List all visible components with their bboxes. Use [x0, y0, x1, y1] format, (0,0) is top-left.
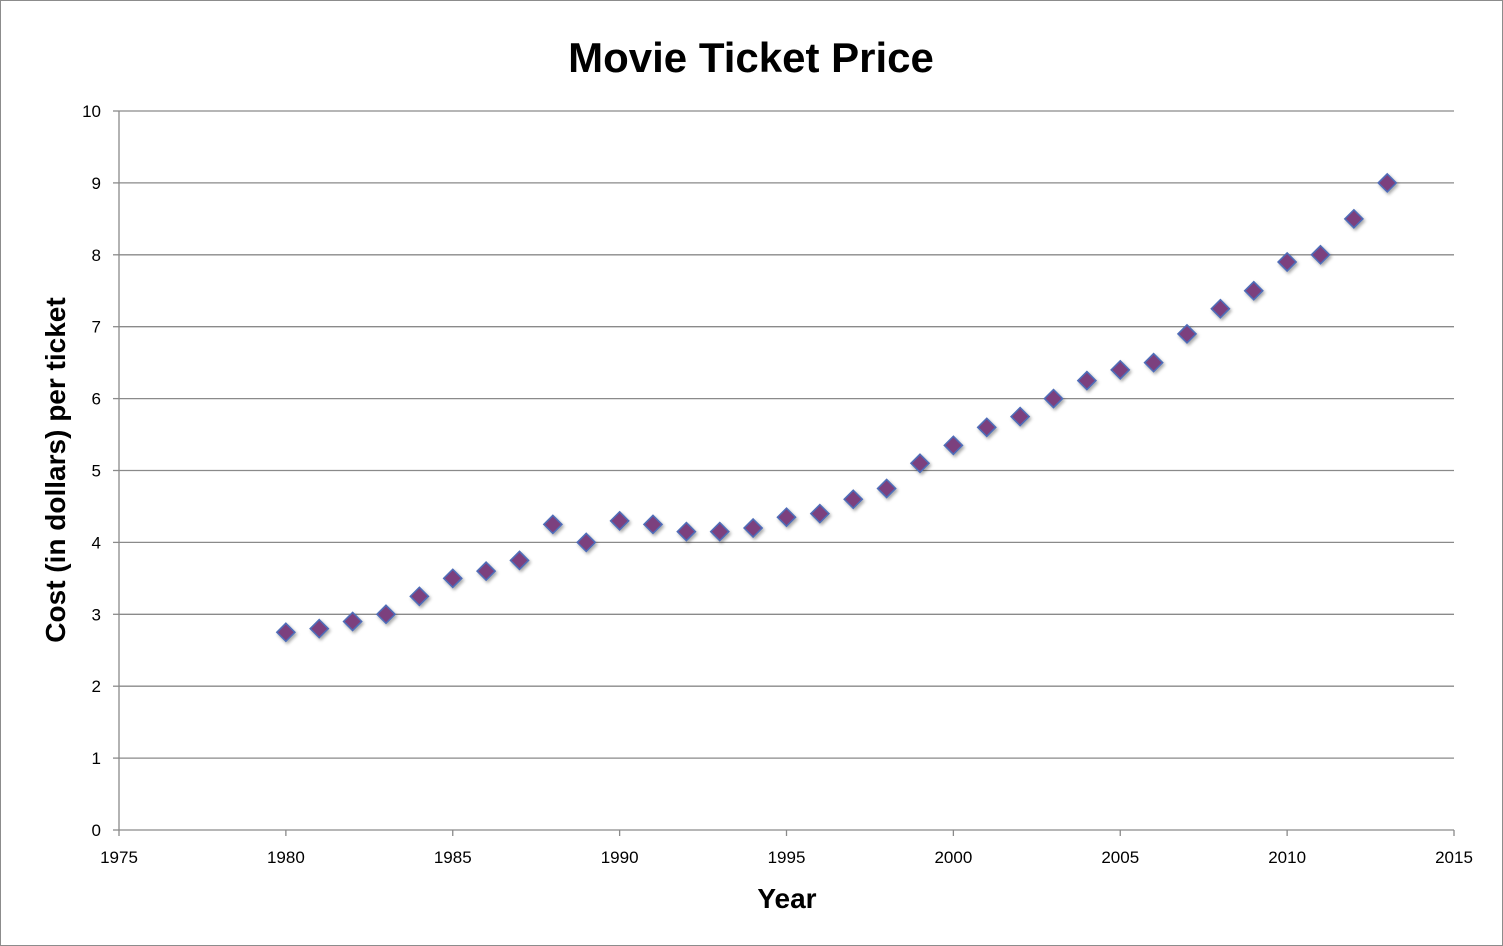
data-point: [1276, 251, 1298, 273]
data-point: [1176, 323, 1198, 345]
data-point: [1143, 352, 1164, 373]
data-point: [342, 611, 363, 632]
data-point: [475, 561, 497, 582]
data-points: [275, 172, 1398, 643]
y-tick-label: 8: [92, 246, 101, 265]
chart-title: Movie Ticket Price: [568, 34, 934, 81]
data-point: [1009, 406, 1031, 427]
data-point: [809, 503, 831, 524]
data-point: [642, 514, 664, 535]
data-point: [1110, 359, 1131, 380]
data-point: [1210, 298, 1231, 319]
y-tick-label: 9: [92, 174, 101, 193]
data-point: [676, 521, 697, 542]
data-point: [275, 622, 297, 643]
y-tick-label: 1: [92, 749, 101, 768]
y-tick-label: 7: [92, 318, 101, 337]
data-point: [409, 586, 430, 607]
y-tick-label: 10: [82, 102, 101, 121]
x-tick-label: 1980: [267, 848, 305, 867]
y-tick-label: 0: [92, 821, 101, 840]
data-point: [542, 514, 564, 535]
data-point: [509, 550, 530, 571]
x-tick-label: 2005: [1101, 848, 1139, 867]
y-tick-label: 3: [92, 605, 101, 624]
gridlines: [119, 110, 1454, 759]
data-point: [442, 568, 463, 589]
x-axis-title: Year: [757, 883, 816, 914]
data-point: [1043, 388, 1064, 409]
data-point: [309, 618, 330, 639]
y-tick-label: 5: [92, 462, 101, 481]
x-tick-label: 1990: [601, 848, 639, 867]
x-tick-label: 2000: [934, 848, 972, 867]
data-point: [576, 532, 597, 553]
data-point: [742, 517, 764, 539]
x-tick-label: 2010: [1268, 848, 1306, 867]
data-point: [976, 417, 997, 438]
data-point: [1243, 280, 1264, 301]
data-point: [1343, 208, 1365, 229]
x-tick-label: 1995: [768, 848, 806, 867]
data-point: [1377, 172, 1398, 194]
data-point: [909, 453, 931, 474]
data-point: [1076, 370, 1098, 391]
y-tick-labels: 0 1 2 3 4 5 6 7 8 9 10: [82, 102, 101, 840]
x-tick-label: 1985: [434, 848, 472, 867]
data-point: [709, 521, 730, 542]
data-point: [1310, 244, 1331, 265]
data-point: [776, 507, 797, 528]
y-tick-label: 2: [92, 677, 101, 696]
data-point: [609, 510, 630, 531]
y-axis-title: Cost (in dollars) per ticket: [40, 297, 71, 642]
data-point: [843, 489, 864, 510]
x-tick-labels: 1975 1980 1985 1990 1995 2000 2005 2010 2015: [100, 848, 1473, 867]
data-point: [943, 435, 964, 456]
data-point: [375, 604, 397, 625]
x-tick-label: 1975: [100, 848, 138, 867]
y-tick-label: 4: [92, 533, 101, 552]
data-point: [876, 478, 897, 499]
x-tick-label: 2015: [1435, 848, 1473, 867]
axes: [113, 110, 1455, 836]
y-tick-label: 6: [92, 390, 101, 409]
